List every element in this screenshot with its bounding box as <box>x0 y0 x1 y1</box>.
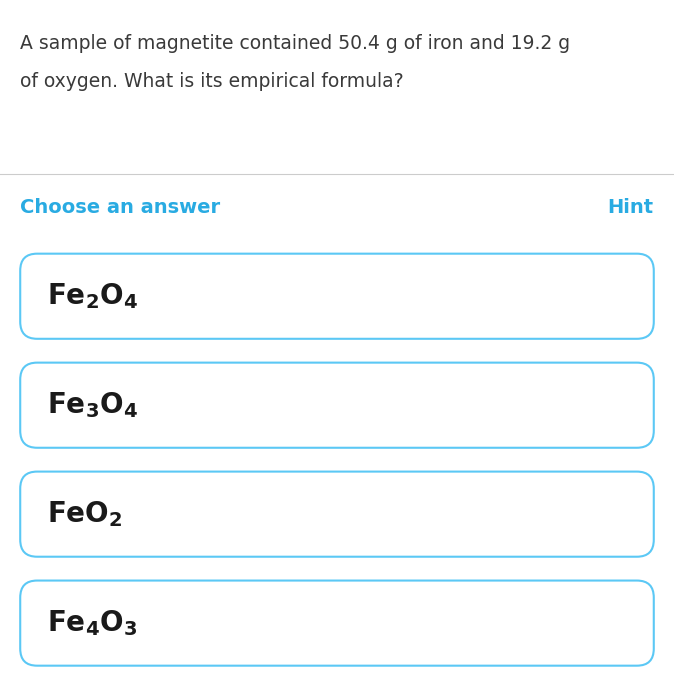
Text: Hint: Hint <box>608 198 654 217</box>
Text: A sample of magnetite contained 50.4 g of iron and 19.2 g: A sample of magnetite contained 50.4 g o… <box>20 34 570 53</box>
Text: of oxygen. What is its empirical formula?: of oxygen. What is its empirical formula… <box>20 72 404 91</box>
FancyBboxPatch shape <box>20 580 654 666</box>
FancyBboxPatch shape <box>20 471 654 557</box>
Text: $\mathbf{Fe_3O_4}$: $\mathbf{Fe_3O_4}$ <box>47 390 138 420</box>
FancyBboxPatch shape <box>20 362 654 448</box>
Text: $\mathbf{FeO_2}$: $\mathbf{FeO_2}$ <box>47 499 123 529</box>
Text: $\mathbf{Fe_4O_3}$: $\mathbf{Fe_4O_3}$ <box>47 608 137 638</box>
FancyBboxPatch shape <box>20 254 654 339</box>
Text: $\mathbf{Fe_2O_4}$: $\mathbf{Fe_2O_4}$ <box>47 281 138 311</box>
Text: Choose an answer: Choose an answer <box>20 198 220 217</box>
